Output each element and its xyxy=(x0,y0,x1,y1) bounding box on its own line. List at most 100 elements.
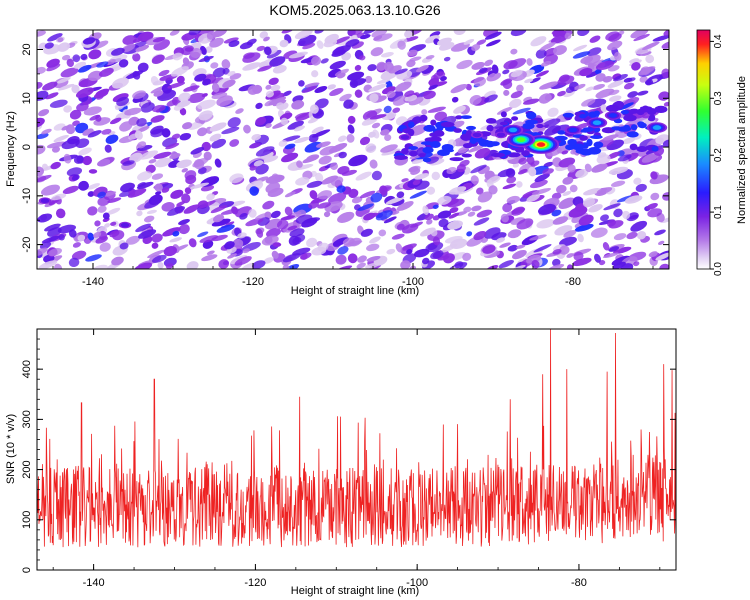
spectrogram-cell xyxy=(538,93,552,104)
spectrogram-cell xyxy=(557,90,566,97)
spectrogram-cell xyxy=(229,173,244,184)
spectrogram-cell xyxy=(87,70,103,81)
spectrogram-cell xyxy=(592,83,605,90)
spectrogram-cell xyxy=(151,54,165,64)
spectrogram-cell xyxy=(56,77,71,84)
spectrogram-hot-spot xyxy=(472,132,482,138)
spectrogram-cell xyxy=(235,108,244,114)
spectrogram-cell xyxy=(76,102,89,112)
spectrogram-cell xyxy=(593,141,604,149)
colorbar: 0.0 0.1 0.2 0.3 0.4 Normalized spectral ampl… xyxy=(696,29,748,276)
spectrogram-cell xyxy=(287,120,304,130)
spectrogram-cell xyxy=(443,56,451,62)
spectrogram-cell xyxy=(252,260,266,269)
spectrogram-cell xyxy=(471,44,481,51)
spectrogram-cell xyxy=(440,243,458,253)
spectrogram-cell xyxy=(266,49,282,59)
spectrogram-cell xyxy=(68,257,80,268)
spectrogram-cell xyxy=(626,131,639,138)
spectrogram-hot-spot xyxy=(592,120,602,125)
spectrogram-cell xyxy=(446,166,457,175)
spectrogram-cell xyxy=(287,225,298,231)
spectrogram-cell xyxy=(628,77,636,82)
spectrogram-cell xyxy=(276,102,285,110)
spectrogram-cell xyxy=(161,128,171,138)
spectrogram-cell xyxy=(47,33,63,42)
spectrogram-cell xyxy=(99,242,111,252)
spectrogram-cell xyxy=(392,95,409,106)
spectrogram-cell xyxy=(432,236,441,246)
spectrogram-cell xyxy=(304,82,320,88)
spectrogram-cell xyxy=(282,253,301,263)
spectrogram-cell xyxy=(369,236,381,244)
spectrogram-cell xyxy=(488,185,498,195)
spectrogram-cell xyxy=(170,189,184,199)
spectrogram-cell xyxy=(412,179,421,186)
spectrogram-cell xyxy=(252,84,263,94)
spectrogram-cell xyxy=(582,127,594,132)
spectrogram-cell xyxy=(51,193,67,201)
colorbar-tick-label: 0.2 xyxy=(713,148,724,162)
spectrogram-cell xyxy=(410,168,421,175)
spectrogram-cell xyxy=(249,186,259,196)
spectrogram-cell xyxy=(524,78,534,84)
spectrogram-cell xyxy=(246,38,257,46)
spectrogram-hot-spot xyxy=(516,137,526,142)
spectrogram-cell xyxy=(584,54,601,66)
spectrogram-cell xyxy=(72,54,81,63)
spectrogram-cell xyxy=(420,141,435,146)
spectrogram-cell xyxy=(265,123,272,129)
spectrogram-cell xyxy=(530,36,547,47)
spectrogram-cell xyxy=(317,242,329,252)
spectrogram-cell xyxy=(663,101,669,107)
spectrogram-cell xyxy=(242,248,250,254)
spectrogram-cell xyxy=(433,130,445,137)
spectrogram-cell xyxy=(484,31,502,40)
spectrogram-cell xyxy=(511,206,525,216)
spectrogram-cell xyxy=(363,30,377,35)
spectrogram-cell xyxy=(607,80,624,88)
spectrogram-y-tick-label: 10 xyxy=(21,92,33,104)
spectrogram-cell xyxy=(369,159,378,169)
spectrogram-cell xyxy=(613,52,622,61)
spectrogram-cell xyxy=(153,151,172,160)
spectrogram-cell xyxy=(607,40,623,51)
spectrogram-cell xyxy=(420,227,436,237)
spectrogram-cell xyxy=(211,86,229,96)
spectrogram-cell xyxy=(295,163,314,171)
spectrogram-cell xyxy=(629,143,638,151)
spectrogram-cell xyxy=(391,233,405,240)
spectrogram-cell xyxy=(245,218,264,227)
snr-panel: -140 -120 -100 -80 0 100 200 300 400 Height of s… xyxy=(5,328,677,597)
spectrogram-cell xyxy=(212,214,225,223)
spectrogram-cell xyxy=(392,107,401,113)
spectrogram-cell xyxy=(584,163,592,173)
spectrogram-cell xyxy=(183,204,200,214)
spectrogram-cell xyxy=(500,213,509,223)
spectrogram-cell xyxy=(198,200,216,209)
spectrogram-cell xyxy=(66,58,74,68)
spectrogram-cell xyxy=(316,40,324,49)
snr-y-tick-label: 100 xyxy=(21,511,33,529)
spectrogram-cell xyxy=(466,125,476,131)
spectrogram-cell xyxy=(307,117,319,124)
spectrogram-cell xyxy=(249,142,261,149)
spectrogram-cell xyxy=(373,33,393,42)
spectrogram-cell xyxy=(316,141,331,148)
spectrogram-cell xyxy=(334,68,349,77)
spectrogram-cell xyxy=(265,174,285,184)
spectrogram-cell xyxy=(87,232,95,241)
spectrogram-cell xyxy=(349,79,359,89)
spectrogram-cell xyxy=(125,235,140,245)
spectrogram-cell xyxy=(256,228,264,238)
spectrogram-cell xyxy=(569,184,578,193)
spectrogram-cell xyxy=(341,169,357,176)
spectrogram-cell xyxy=(602,134,619,141)
spectrogram-cell xyxy=(201,254,218,262)
spectrogram-cell xyxy=(170,66,189,77)
spectrogram-cell xyxy=(154,183,163,192)
spectrogram-cell xyxy=(401,223,419,234)
spectrogram-cell xyxy=(188,238,197,248)
spectrogram-cell xyxy=(386,248,396,255)
